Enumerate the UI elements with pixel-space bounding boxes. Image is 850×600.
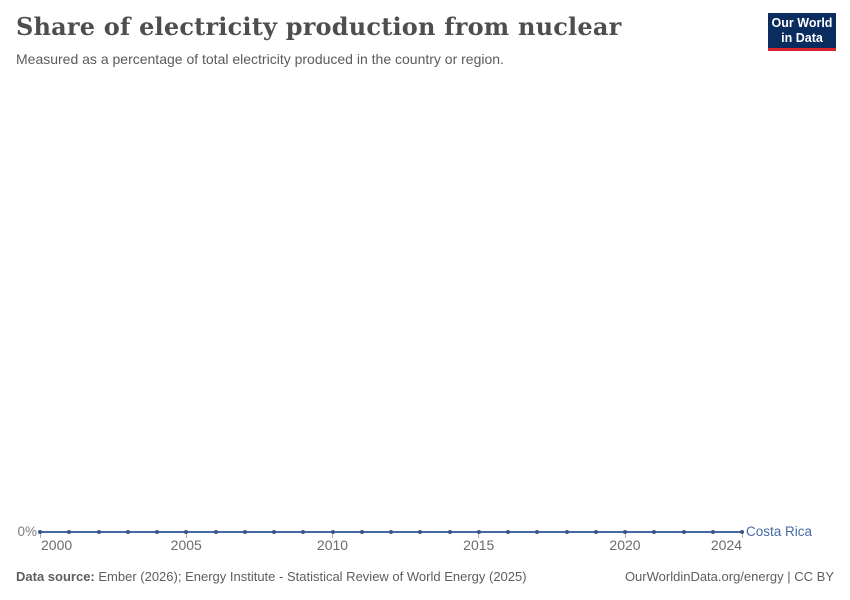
data-point[interactable]: [447, 529, 452, 534]
owid-logo-line2: in Data: [781, 30, 823, 45]
data-point[interactable]: [564, 529, 569, 534]
data-point[interactable]: [38, 529, 42, 534]
data-source-note: Data source: Ember (2026); Energy Instit…: [16, 569, 527, 584]
data-point[interactable]: [506, 529, 510, 534]
data-point[interactable]: [593, 529, 598, 534]
x-axis-tick-label: 2005: [170, 537, 202, 553]
data-source-text: Ember (2026); Energy Institute - Statist…: [94, 569, 527, 584]
data-point[interactable]: [535, 529, 540, 534]
x-axis-tick-label: 2020: [609, 537, 641, 553]
x-axis-tick: [741, 532, 743, 538]
footer-license-link[interactable]: OurWorldinData.org/energy | CC BY: [624, 569, 834, 584]
data-point[interactable]: [125, 529, 130, 534]
y-axis-tick-label: 0%: [17, 524, 37, 539]
data-point[interactable]: [242, 529, 247, 534]
x-axis-tick-label: 2000: [41, 537, 73, 553]
data-point[interactable]: [623, 529, 627, 534]
data-point[interactable]: [184, 529, 189, 534]
data-point[interactable]: [418, 529, 423, 534]
x-axis-tick: [624, 532, 626, 538]
data-point[interactable]: [652, 529, 657, 534]
data-point[interactable]: [301, 529, 306, 534]
data-point[interactable]: [213, 529, 218, 534]
page-title: Share of electricity production from nuc…: [16, 12, 622, 41]
series-label-costa-rica[interactable]: Costa Rica: [746, 524, 813, 539]
data-point[interactable]: [740, 529, 744, 534]
x-axis-tick: [39, 532, 41, 538]
data-point[interactable]: [67, 529, 72, 534]
data-point[interactable]: [272, 529, 276, 534]
x-axis-tick: [185, 532, 187, 538]
data-point[interactable]: [389, 529, 393, 534]
data-point[interactable]: [96, 529, 101, 534]
x-axis-tick-label: 2010: [316, 537, 349, 553]
chart-subtitle: Measured as a percentage of total electr…: [16, 51, 504, 67]
data-point[interactable]: [359, 529, 364, 534]
x-axis-tick-label: 2015: [463, 537, 495, 553]
owid-logo[interactable]: Our World in Data: [768, 13, 836, 51]
data-point[interactable]: [155, 529, 159, 534]
x-axis-tick: [478, 532, 480, 538]
data-point[interactable]: [710, 529, 715, 534]
x-axis-tick-label: 2024: [710, 537, 742, 553]
data-point[interactable]: [330, 529, 335, 534]
owid-logo-line1: Our World: [771, 15, 833, 30]
data-point[interactable]: [476, 529, 481, 534]
data-point[interactable]: [681, 529, 686, 534]
data-source-label: Data source:: [16, 569, 95, 584]
x-axis-tick: [332, 532, 333, 538]
